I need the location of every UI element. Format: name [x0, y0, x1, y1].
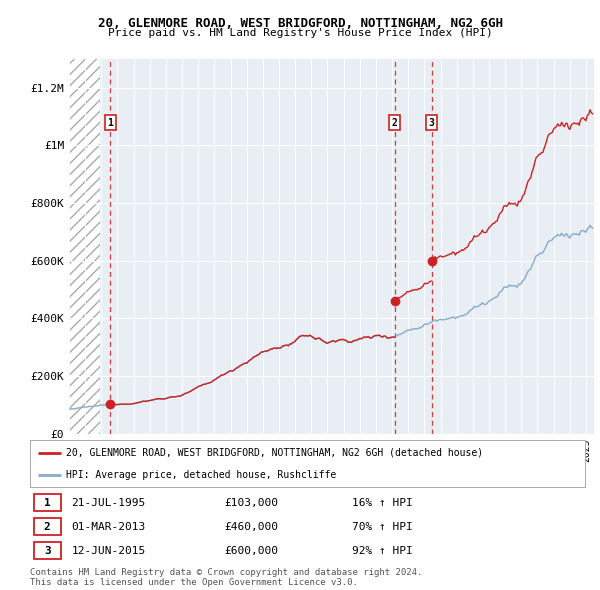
- Bar: [100, 59, 594, 434]
- Text: 1: 1: [107, 117, 113, 127]
- Bar: [69, 59, 100, 434]
- Text: 21-JUL-1995: 21-JUL-1995: [71, 498, 146, 508]
- Text: 3: 3: [429, 117, 434, 127]
- Text: 01-MAR-2013: 01-MAR-2013: [71, 522, 146, 532]
- Text: £103,000: £103,000: [224, 498, 278, 508]
- Text: £600,000: £600,000: [224, 546, 278, 556]
- Text: 20, GLENMORE ROAD, WEST BRIDGFORD, NOTTINGHAM, NG2 6GH (detached house): 20, GLENMORE ROAD, WEST BRIDGFORD, NOTTI…: [66, 448, 483, 458]
- Text: 12-JUN-2015: 12-JUN-2015: [71, 546, 146, 556]
- Text: 70% ↑ HPI: 70% ↑ HPI: [352, 522, 413, 532]
- Text: Contains HM Land Registry data © Crown copyright and database right 2024.
This d: Contains HM Land Registry data © Crown c…: [30, 568, 422, 587]
- Text: 1: 1: [44, 498, 50, 508]
- FancyBboxPatch shape: [34, 494, 61, 512]
- FancyBboxPatch shape: [34, 542, 61, 559]
- Text: £460,000: £460,000: [224, 522, 278, 532]
- Text: 2: 2: [44, 522, 50, 532]
- Text: 92% ↑ HPI: 92% ↑ HPI: [352, 546, 413, 556]
- Text: 16% ↑ HPI: 16% ↑ HPI: [352, 498, 413, 508]
- Text: Price paid vs. HM Land Registry's House Price Index (HPI): Price paid vs. HM Land Registry's House …: [107, 28, 493, 38]
- FancyBboxPatch shape: [34, 518, 61, 535]
- Text: 20, GLENMORE ROAD, WEST BRIDGFORD, NOTTINGHAM, NG2 6GH: 20, GLENMORE ROAD, WEST BRIDGFORD, NOTTI…: [97, 17, 503, 30]
- Text: HPI: Average price, detached house, Rushcliffe: HPI: Average price, detached house, Rush…: [66, 470, 337, 480]
- Text: 3: 3: [44, 546, 50, 556]
- Text: 2: 2: [392, 117, 398, 127]
